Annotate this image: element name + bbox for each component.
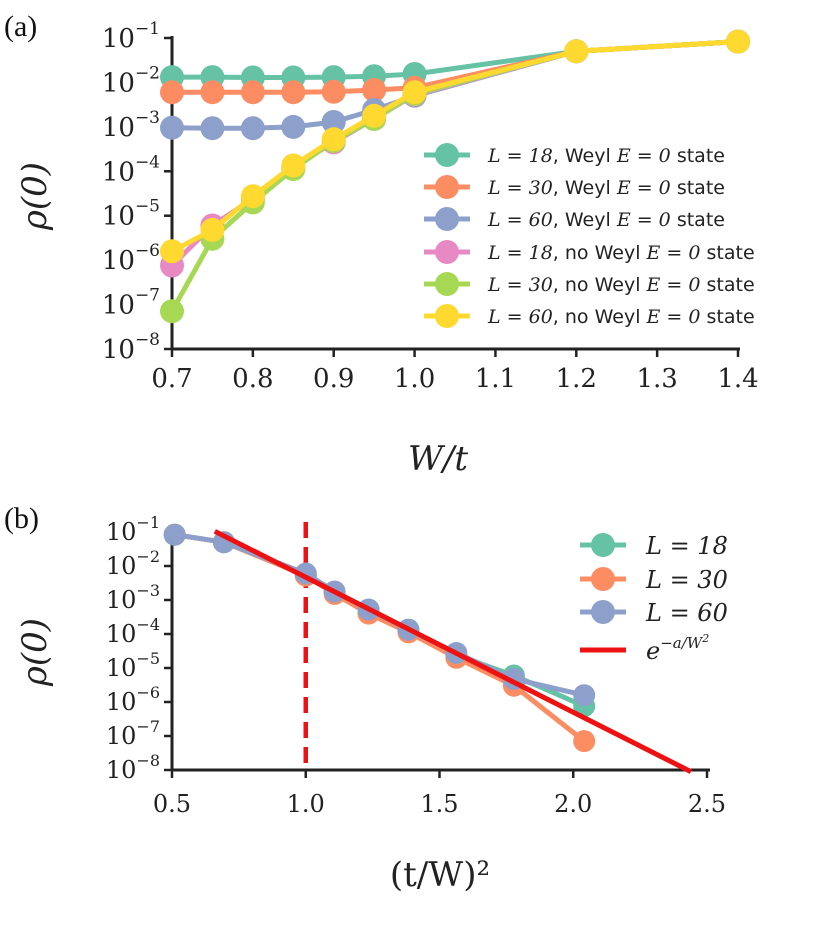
legend-a-entry-2: L = 30, Weyl E = 0 state — [424, 175, 725, 199]
a-series-3-point — [160, 115, 184, 140]
a-series-6-point — [402, 80, 427, 105]
a-ytick-label: 10−2 — [102, 63, 160, 98]
panel-b-ylabel: ρ(0) — [15, 618, 55, 687]
a-ytick-label: 10−3 — [102, 108, 160, 143]
panel-b-label: (b) — [4, 502, 39, 535]
legend-a-entry-4: L = 18, no Weyl E = 0 state — [424, 240, 755, 264]
a-series-6-point — [281, 153, 306, 178]
b-ytick-label: 10−6 — [106, 683, 160, 716]
a-series-2-point — [160, 80, 184, 105]
a-xtick-label: 0.8 — [232, 364, 273, 394]
a-xtick-label: 0.7 — [151, 364, 192, 394]
panel-a-ylabel: ρ(0) — [15, 162, 55, 231]
a-xtick-label: 1.3 — [636, 364, 677, 394]
a-series-2-point — [281, 80, 306, 105]
b-series-3-point — [573, 684, 596, 707]
a-series-6-point — [200, 217, 225, 242]
a-series-2-point — [240, 80, 265, 105]
legend-b-1-label: L = 18 — [645, 532, 728, 560]
legend-a-entry-6: L = 60, no Weyl E = 0 state — [424, 304, 755, 328]
svg-text:L = 30, no Weyl E = 0 state: L = 30, no Weyl E = 0 state — [487, 274, 755, 296]
svg-text:L = 60, Weyl E = 0 state: L = 60, Weyl E = 0 state — [487, 209, 725, 231]
b-xtick-label: 1.5 — [420, 790, 458, 818]
a-ytick-label: 10−7 — [102, 286, 160, 321]
legend-b-fit-label: e−a/W2 — [646, 632, 709, 665]
svg-text:L = 30, Weyl E = 0 state: L = 30, Weyl E = 0 state — [487, 177, 725, 199]
legend-b-2-label: L = 30 — [645, 566, 728, 594]
a-series-6-point — [321, 127, 346, 152]
b-ytick-label: 10−2 — [106, 547, 160, 580]
panel-a-series — [160, 29, 750, 324]
a-ytick-label: 10−4 — [102, 152, 160, 187]
a-ytick-label: 10−6 — [102, 241, 160, 276]
b-series-3-point — [163, 523, 186, 546]
svg-text:L = 18, Weyl E = 0 state: L = 18, Weyl E = 0 state — [487, 145, 725, 167]
a-series-3-point — [240, 116, 265, 141]
a-series-3-point — [281, 114, 306, 139]
a-series-3-point — [200, 116, 225, 141]
a-ytick-label: 10−1 — [102, 19, 160, 54]
a-series-2-point — [362, 78, 387, 102]
a-xtick-label: 1.1 — [475, 364, 516, 394]
a-xtick-label: 1.2 — [556, 364, 597, 394]
a-series-6-point — [160, 239, 184, 264]
legend-a-entry-5: L = 30, no Weyl E = 0 state — [424, 272, 755, 296]
panel-b-axes: 10−110−210−310−410−510−610−710−8 0.5 1.0 1.… — [106, 513, 726, 818]
legend-a-entry-3: L = 60, Weyl E = 0 state — [424, 207, 725, 231]
legend-b-entry-1: L = 18 — [580, 532, 728, 560]
panel-b-xlabel: (t/W)² — [390, 855, 490, 895]
svg-text:L = 18, no Weyl E = 0 state: L = 18, no Weyl E = 0 state — [487, 242, 755, 264]
b-ytick-label: 10−3 — [106, 581, 160, 614]
b-ytick-label: 10−1 — [106, 513, 160, 546]
a-ytick-label: 10−8 — [102, 330, 160, 365]
legend-b-entry-fit: e−a/W2 — [580, 632, 709, 665]
b-ytick-label: 10−7 — [106, 717, 160, 750]
b-ytick-label: 10−4 — [106, 615, 160, 648]
b-xtick-label: 1.0 — [287, 790, 325, 818]
a-series-5-point — [160, 299, 184, 324]
b-series-2-line — [174, 532, 586, 744]
panel-a-xlabel: W/t — [408, 439, 468, 479]
panel-a-legend: L = 18, Weyl E = 0 state L = 30, Weyl E … — [424, 143, 755, 328]
a-xtick-label: 1.0 — [394, 364, 435, 394]
panel-a-label: (a) — [4, 10, 37, 43]
legend-a-entry-1: L = 18, Weyl E = 0 state — [424, 143, 725, 167]
svg-text:L = 60, no Weyl E = 0 state: L = 60, no Weyl E = 0 state — [487, 306, 755, 328]
a-series-6-point — [362, 103, 387, 128]
a-series-6-point — [240, 184, 265, 209]
panel-a-axes: 10−1 10−2 10−3 10−4 10−5 10−6 10−7 10−80.7 0.8 0.… — [102, 19, 759, 394]
a-series-2-point — [321, 79, 346, 104]
b-series-2-point — [573, 730, 596, 753]
panel-b-legend: L = 18 L = 30 L = 60 e−a/W2 — [580, 532, 728, 665]
b-xtick-label: 2.0 — [554, 790, 592, 818]
a-series-2-point — [200, 80, 225, 105]
b-ytick-label: 10−8 — [106, 751, 160, 784]
legend-b-entry-2: L = 30 — [580, 566, 728, 594]
legend-b-entry-3: L = 60 — [580, 599, 728, 627]
b-xtick-label: 2.5 — [688, 790, 726, 818]
legend-b-3-label: L = 60 — [645, 599, 728, 627]
b-fit-line — [213, 529, 693, 774]
a-series-3-point — [321, 110, 346, 134]
a-xtick-label: 1.4 — [717, 364, 758, 394]
a-series-6-point — [726, 29, 750, 54]
b-xtick-label: 0.5 — [153, 790, 191, 818]
b-ytick-label: 10−5 — [106, 649, 160, 682]
a-series-6-point — [564, 39, 589, 64]
legend-a-1-l: L = 18 — [487, 145, 553, 167]
a-xtick-label: 0.9 — [313, 364, 354, 394]
panel-b-series — [163, 522, 693, 774]
a-ytick-label: 10−5 — [102, 197, 160, 232]
